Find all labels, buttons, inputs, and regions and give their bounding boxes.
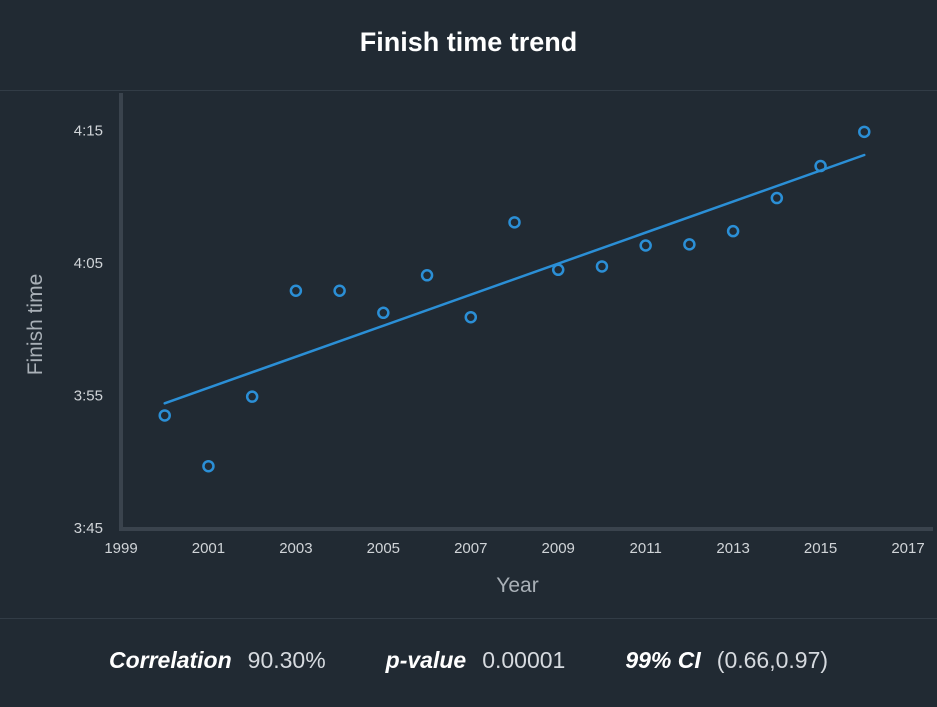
pvalue-stat: p-value 0.00001: [386, 647, 566, 674]
y-tick-label: 4:05: [74, 255, 103, 272]
data-point: [508, 216, 521, 229]
x-tick-label: 2017: [891, 540, 924, 557]
data-point: [858, 125, 871, 139]
trend-line: [163, 153, 866, 405]
y-tick-label: 3:55: [74, 388, 103, 405]
data-point: [639, 239, 652, 252]
x-tick-label: 2001: [192, 540, 225, 557]
data-point: [289, 284, 303, 297]
data-point: [595, 260, 609, 273]
ci-value: (0.66,0.97): [716, 646, 829, 673]
pvalue-label: p-value: [385, 646, 467, 673]
x-tick-label: 2003: [279, 540, 312, 557]
data-point: [377, 306, 390, 320]
y-tick-label: 3:45: [74, 520, 103, 537]
x-tick-label: 2013: [716, 540, 749, 557]
chart-title: Finish time trend: [359, 26, 578, 57]
data-point: [245, 390, 259, 403]
data-point: [333, 284, 346, 297]
data-point: [158, 409, 171, 422]
x-tick-label: 2009: [542, 540, 575, 557]
data-point: [814, 159, 827, 173]
data-point: [420, 269, 434, 282]
data-point: [464, 310, 478, 324]
x-tick-label: 1999: [104, 540, 137, 557]
y-axis-label: Finish time: [24, 274, 47, 376]
y-tick-label: 4:15: [74, 123, 103, 140]
x-tick-label: 2007: [454, 540, 487, 557]
x-tick-label: 2011: [630, 540, 662, 557]
data-point: [683, 238, 696, 251]
data-point: [726, 224, 740, 238]
correlation-value: 90.30%: [247, 646, 326, 673]
data-point: [202, 459, 215, 473]
x-axis-label: Year: [496, 574, 538, 597]
ci-label: 99% CI: [625, 646, 701, 673]
x-tick-label: 2015: [804, 540, 837, 557]
correlation-label: Correlation: [108, 646, 232, 673]
x-tick-label: 2005: [367, 540, 400, 557]
chart-header: Finish time trend: [0, 0, 937, 91]
data-point: [770, 191, 784, 205]
correlation-stat: Correlation 90.30%: [109, 647, 326, 674]
scatter-plot: 3:45 3:55 4:05 4:15 1999 2001 2003 2005 2007 2009…: [24, 93, 933, 597]
plot-area: 3:45 3:55 4:05 4:15 1999 2001 2003 2005 2007 2009…: [0, 91, 937, 618]
ci-stat: 99% CI (0.66,0.97): [625, 647, 828, 674]
data-point: [551, 263, 565, 277]
pvalue-value: 0.00001: [482, 646, 566, 673]
stats-footer: Correlation 90.30% p-value 0.00001 99% C…: [0, 618, 937, 707]
